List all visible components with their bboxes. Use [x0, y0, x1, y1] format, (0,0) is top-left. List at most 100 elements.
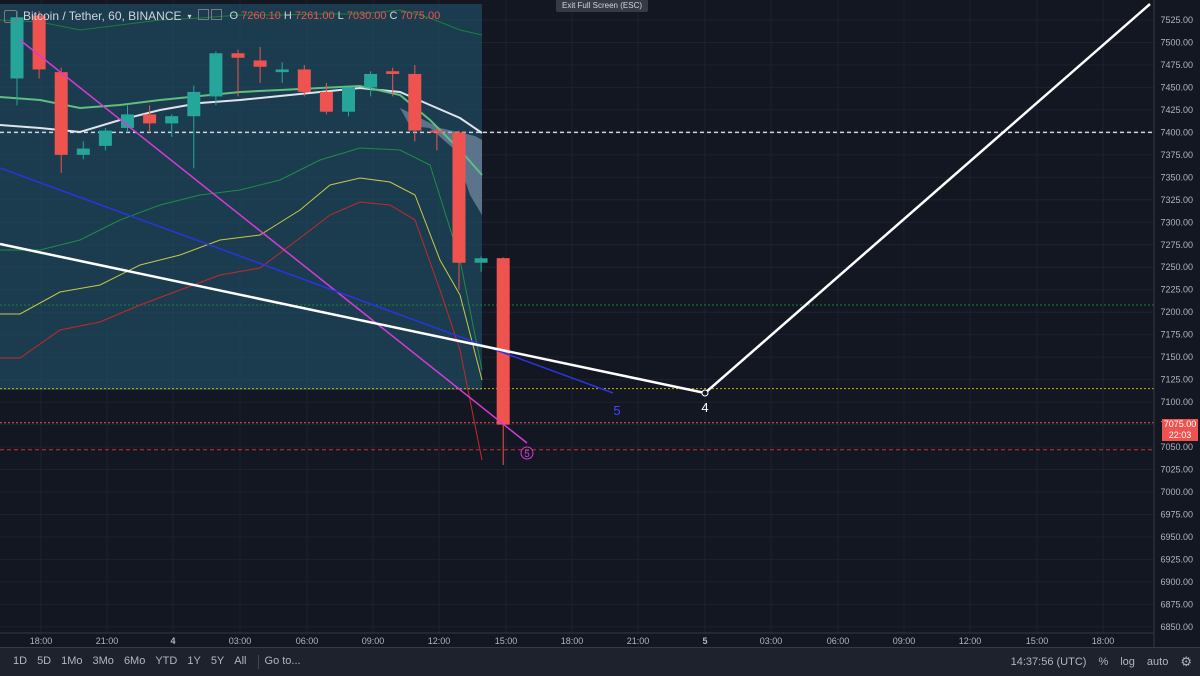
candle	[386, 67, 400, 97]
candle-body	[76, 148, 90, 155]
time-tick-label: 21:00	[96, 636, 119, 646]
square-icon	[210, 9, 222, 20]
time-tick-label: 12:00	[959, 636, 982, 646]
candle-body	[143, 114, 157, 124]
candle	[143, 105, 157, 133]
price-tick-label: 7375.00	[1160, 150, 1193, 160]
price-tick-label: 7200.00	[1160, 307, 1193, 317]
range-1d[interactable]: 1D	[13, 655, 28, 667]
price-tick-label: 7125.00	[1160, 375, 1193, 385]
range-6mo[interactable]: 6Mo	[123, 655, 146, 667]
exit-fullscreen-button[interactable]: Exit Full Screen (ESC)	[556, 0, 648, 12]
trend-lines	[0, 3, 1151, 444]
price-tick-label: 7475.00	[1160, 60, 1193, 70]
percent-toggle[interactable]: %	[1098, 656, 1109, 668]
price-tick-label: 7150.00	[1160, 352, 1193, 362]
ma-line-green	[0, 84, 483, 176]
candle	[32, 11, 46, 79]
time-tick-label: 12:00	[428, 636, 451, 646]
price-tick-label: 7250.00	[1160, 262, 1193, 272]
time-tick-label: 03:00	[760, 636, 783, 646]
candle-body	[231, 53, 245, 58]
candle	[297, 64, 311, 97]
ma-line-white	[0, 86, 483, 134]
candle-body	[319, 91, 333, 112]
time-tick-label: 5	[702, 636, 707, 646]
time-tick-label: 15:00	[495, 636, 518, 646]
gear-icon[interactable]: ⚙	[1180, 654, 1192, 669]
candle	[10, 11, 24, 106]
time-tick-label: 18:00	[30, 636, 53, 646]
candle-body	[496, 258, 510, 425]
chevron-down-icon[interactable]: ▾	[187, 11, 192, 21]
price-tick-label: 6975.00	[1160, 509, 1193, 519]
candle-body	[98, 130, 112, 146]
candle	[319, 82, 333, 115]
price-tick-label: 7100.00	[1160, 397, 1193, 407]
wave-label-5-circled: 5	[524, 449, 530, 460]
wave-5-circle	[520, 446, 534, 460]
candle-body	[474, 258, 488, 263]
candle	[364, 71, 378, 97]
candle-body	[253, 60, 267, 67]
candle-body	[209, 53, 223, 97]
time-tick-label: 4	[170, 636, 175, 646]
time-axis[interactable]: 18:00 21:00 4 03:00 06:00 09:00 12:00 15:00 18:0…	[0, 632, 1154, 646]
utc-clock[interactable]: 14:37:56 (UTC)	[1010, 656, 1087, 668]
range-5y[interactable]: 5Y	[210, 655, 225, 667]
last-price-label: 7075.00 22:03	[1162, 419, 1198, 441]
price-tick-label: 7425.00	[1160, 105, 1193, 115]
candle	[231, 49, 245, 97]
candle-body	[364, 73, 378, 88]
wave-label-5-blue: 5	[613, 403, 620, 418]
band-yellow	[0, 177, 483, 381]
candle	[408, 64, 422, 142]
goto-button[interactable]: Go to...	[264, 655, 301, 667]
chart-header: Bitcoin / Tether, 60, BINANCE ▾ O 7260.10…	[4, 8, 440, 24]
time-tick-label: 15:00	[1026, 636, 1049, 646]
auto-toggle[interactable]: auto	[1146, 656, 1169, 668]
price-tick-label: 7025.00	[1160, 465, 1193, 475]
log-toggle[interactable]: log	[1120, 656, 1135, 668]
candle	[121, 105, 134, 133]
time-tick-label: 09:00	[362, 636, 385, 646]
candle	[496, 257, 510, 466]
price-tick-label: 7400.00	[1160, 127, 1193, 137]
wave-label-4: 4	[701, 400, 708, 415]
candle	[430, 127, 444, 151]
candles	[10, 11, 510, 466]
display-options[interactable]	[197, 9, 224, 23]
candle	[275, 62, 289, 83]
range-3mo[interactable]: 3Mo	[92, 655, 114, 667]
price-tick-label: 7050.00	[1160, 442, 1193, 452]
indicator-shaded-region	[0, 4, 482, 390]
price-tick-label: 7500.00	[1160, 37, 1193, 47]
price-tick-label: 7000.00	[1160, 487, 1193, 497]
candle-body	[342, 87, 355, 112]
price-tick-label: 7350.00	[1160, 172, 1193, 182]
candle-body	[275, 69, 289, 73]
price-tick-label: 7300.00	[1160, 217, 1193, 227]
price-tick-label: 7325.00	[1160, 195, 1193, 205]
candle	[76, 141, 90, 160]
time-tick-label: 21:00	[627, 636, 650, 646]
time-tick-label: 06:00	[296, 636, 319, 646]
square-icon	[197, 9, 209, 20]
range-5d[interactable]: 5D	[37, 655, 52, 667]
symbol-label[interactable]: Bitcoin / Tether, 60, BINANCE	[23, 9, 182, 23]
candle-body	[165, 116, 179, 124]
range-all[interactable]: All	[234, 655, 247, 667]
range-ytd[interactable]: YTD	[155, 655, 178, 667]
price-axis[interactable]: 7525.00 7500.00 7475.00 7450.00 7425.00 7400.…	[1153, 0, 1200, 647]
range-1mo[interactable]: 1Mo	[61, 655, 83, 667]
band-red	[0, 201, 483, 461]
candle-body	[430, 130, 444, 133]
candle-body	[408, 73, 422, 131]
range-1y[interactable]: 1Y	[187, 655, 201, 667]
wave-4-point	[701, 389, 709, 397]
band-upper-green	[0, 9, 483, 36]
candle	[187, 85, 201, 169]
time-tick-label: 06:00	[827, 636, 850, 646]
right-controls: 14:37:56 (UTC) % log auto ⚙	[1011, 654, 1192, 670]
